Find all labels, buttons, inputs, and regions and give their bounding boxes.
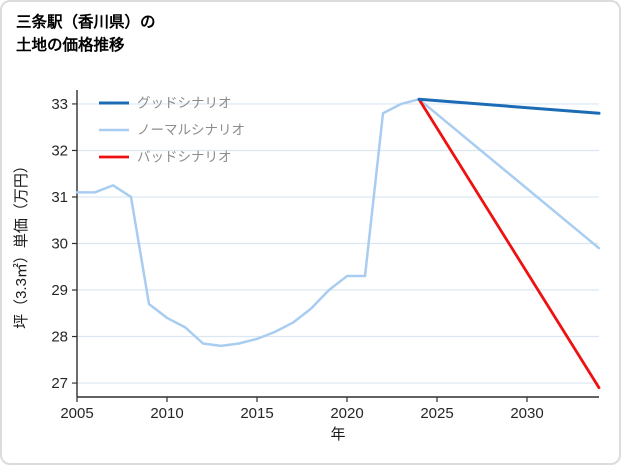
x-tick-label: 2015 (240, 405, 273, 422)
legend-label-good: グッドシナリオ (137, 96, 232, 111)
x-tick-label: 2010 (150, 405, 183, 422)
legend-label-normal: ノーマルシナリオ (137, 123, 245, 138)
series-line-normal (417, 98, 601, 250)
x-tick-label: 2025 (420, 405, 453, 422)
x-tick-label: 2030 (510, 405, 543, 422)
chart-title-line2: 土地の価格推移 (16, 37, 125, 55)
x-tick-label: 2020 (330, 405, 363, 422)
chart-title: 三条駅（香川県）の 土地の価格推移 (16, 11, 156, 58)
y-tick-label: 33 (51, 96, 68, 113)
series-line-history (75, 98, 421, 348)
y-tick-label: 30 (51, 236, 68, 253)
y-tick-label: 29 (51, 282, 68, 299)
y-tick-label: 28 (51, 329, 68, 346)
y-tick-label: 32 (51, 142, 68, 159)
series-line-bad (417, 97, 601, 390)
y-tick-label: 31 (51, 189, 68, 206)
chart-title-line1: 三条駅（香川県）の (16, 14, 156, 31)
y-axis-label: 坪（3.3㎡）単価（万円） (13, 158, 30, 329)
series-line-good (417, 97, 601, 115)
x-axis-label: 年 (330, 426, 345, 443)
y-tick-label: 27 (51, 375, 68, 392)
legend-label-bad: バッドシナリオ (137, 150, 232, 165)
x-tick-label: 2005 (60, 405, 93, 422)
